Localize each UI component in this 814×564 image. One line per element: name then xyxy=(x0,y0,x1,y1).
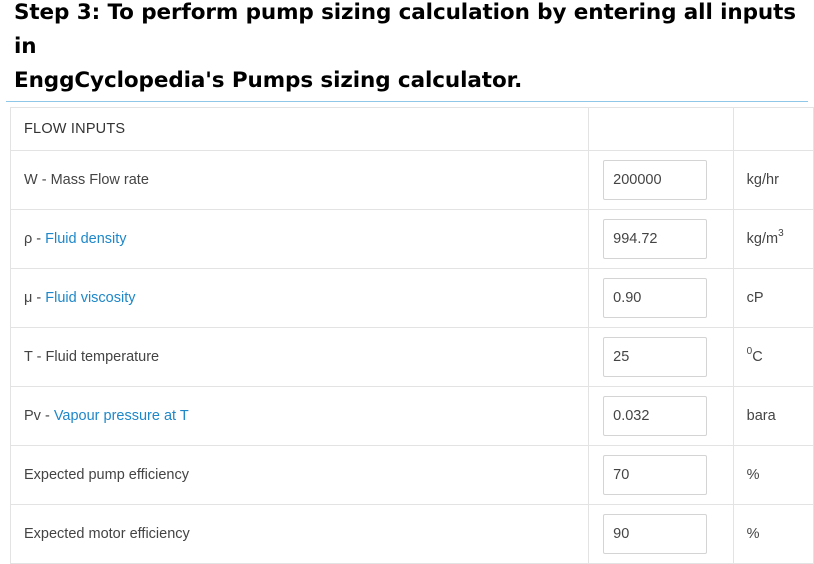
label-cell: W - Mass Flow rate xyxy=(9,150,590,210)
unit-label: bara xyxy=(746,408,776,424)
row-label: Fluid temperature xyxy=(45,349,160,365)
table-row-pump-efficiency: Expected pump efficiency % xyxy=(9,445,814,505)
fluid-density-link[interactable]: Fluid density xyxy=(45,231,127,247)
unit-cell: % xyxy=(732,504,814,564)
pump-efficiency-input[interactable] xyxy=(603,455,708,495)
table-row-mass-flow: W - Mass Flow rate kg/hr xyxy=(9,150,814,210)
row-symbol: ρ - xyxy=(24,231,46,247)
label-cell: T - Fluid temperature xyxy=(9,327,590,387)
row-label: Expected motor efficiency xyxy=(24,526,190,542)
label-cell: ρ - Fluid density xyxy=(9,209,590,269)
input-cell xyxy=(588,327,734,387)
unit-superscript: 0 xyxy=(746,346,753,358)
flow-inputs-table: FLOW INPUTS W - Mass Flow rate kg/hr ρ -… xyxy=(9,107,814,564)
input-cell xyxy=(588,268,734,328)
unit-cell: bara xyxy=(732,386,814,446)
header-blank-cell xyxy=(588,107,734,151)
row-label: Expected pump efficiency xyxy=(24,467,189,483)
vapour-pressure-link[interactable]: Vapour pressure at T xyxy=(53,408,189,424)
unit-label: C xyxy=(752,349,763,365)
mass-flow-input[interactable] xyxy=(603,160,708,200)
table-header-row: FLOW INPUTS xyxy=(9,107,814,151)
unit-label: % xyxy=(746,526,760,542)
table-row-viscosity: μ - Fluid viscosity cP xyxy=(9,268,814,328)
heading-line-2: EnggCyclopedia's Pumps sizing calculator… xyxy=(14,68,523,93)
heading-line-1: Step 3: To perform pump sizing calculati… xyxy=(14,0,796,59)
table-row-density: ρ - Fluid density kg/m3 xyxy=(9,209,814,269)
fluid-density-input[interactable] xyxy=(603,219,708,259)
unit-cell: cP xyxy=(732,268,814,328)
label-cell: Expected pump efficiency xyxy=(9,445,590,505)
divider xyxy=(6,101,808,102)
unit-label: % xyxy=(746,467,760,483)
section-title: FLOW INPUTS xyxy=(24,121,126,137)
unit-cell: % xyxy=(732,445,814,505)
table-row-motor-efficiency: Expected motor efficiency % xyxy=(9,504,814,564)
page-heading: Step 3: To perform pump sizing calculati… xyxy=(14,0,804,98)
unit-label: cP xyxy=(746,290,764,306)
motor-efficiency-input[interactable] xyxy=(603,514,708,554)
input-cell xyxy=(588,209,734,269)
fluid-temperature-input[interactable] xyxy=(603,337,708,377)
row-symbol: W - xyxy=(24,172,51,188)
fluid-viscosity-input[interactable] xyxy=(603,278,708,318)
unit-superscript: 3 xyxy=(778,228,784,240)
input-cell xyxy=(588,150,734,210)
row-symbol: μ - xyxy=(24,290,46,306)
unit-cell: kg/m3 xyxy=(732,209,814,269)
section-title-cell: FLOW INPUTS xyxy=(9,107,590,151)
unit-cell: kg/hr xyxy=(732,150,814,210)
unit-label: kg/m xyxy=(746,231,779,247)
header-blank-cell xyxy=(732,107,814,151)
fluid-viscosity-link[interactable]: Fluid viscosity xyxy=(45,290,136,306)
table-row-vapour-pressure: Pv - Vapour pressure at T bara xyxy=(9,386,814,446)
unit-label: kg/hr xyxy=(746,172,779,188)
unit-cell: 0C xyxy=(732,327,814,387)
input-cell xyxy=(588,386,734,446)
row-label: Mass Flow rate xyxy=(50,172,149,188)
label-cell: μ - Fluid viscosity xyxy=(9,268,590,328)
label-cell: Expected motor efficiency xyxy=(9,504,590,564)
row-symbol: Pv - xyxy=(24,408,54,424)
vapour-pressure-input[interactable] xyxy=(603,396,708,436)
label-cell: Pv - Vapour pressure at T xyxy=(9,386,590,446)
input-cell xyxy=(588,445,734,505)
input-cell xyxy=(588,504,734,564)
row-symbol: T - xyxy=(24,349,46,365)
table-row-temperature: T - Fluid temperature 0C xyxy=(9,327,814,387)
